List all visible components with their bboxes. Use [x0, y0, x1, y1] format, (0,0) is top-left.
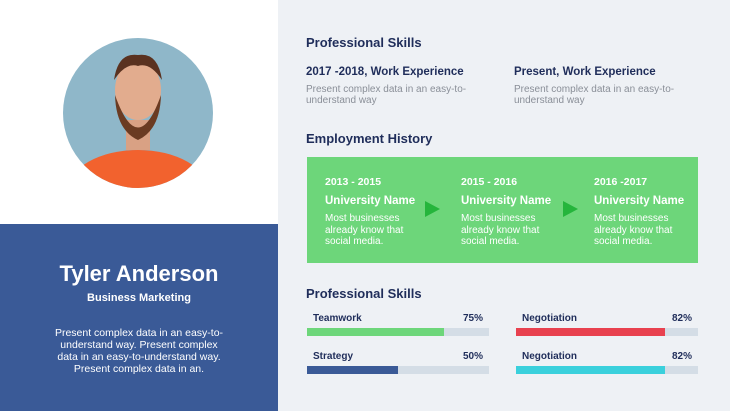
bar — [516, 366, 666, 374]
skill-label: 75% — [462, 313, 483, 324]
bar — [307, 366, 398, 374]
text: Present complex data in an easy-to-under… — [514, 84, 675, 106]
text: Most businesses already know that social… — [461, 213, 540, 247]
bar — [516, 328, 666, 336]
photo — [63, 38, 213, 188]
years: 2016 -2017 — [594, 176, 648, 188]
skill-name: Negotiation — [522, 351, 577, 362]
text: Most businesses already know that social… — [594, 213, 673, 247]
school: University Name — [461, 195, 552, 207]
heading: Present, Work Experience — [514, 66, 656, 78]
text: Present complex data in an easy-to-under… — [306, 84, 467, 106]
school: University Name — [325, 195, 416, 207]
photo-panel — [0, 0, 278, 224]
years: 2013 - 2015 — [325, 176, 382, 188]
skill-name: Strategy — [313, 351, 354, 362]
school: University Name — [594, 195, 685, 207]
role: Business Marketing — [87, 292, 191, 304]
text: Most businesses already know that social… — [325, 213, 404, 247]
bar-track — [516, 328, 698, 336]
section-title: Professional Skills — [306, 35, 422, 50]
arrows — [425, 201, 578, 217]
skill-name: Teamwork — [313, 313, 362, 324]
history-box — [307, 157, 698, 263]
heading: 2017 -2018, Work Experience — [306, 66, 464, 78]
section-title: Employment History — [306, 131, 433, 146]
skill-name: Negotiation — [522, 313, 577, 324]
name: Tyler Anderson — [59, 261, 219, 286]
years: 2015 - 2016 — [461, 176, 518, 188]
skill-label: 50% — [462, 351, 483, 362]
bar-track — [307, 366, 489, 374]
bar — [307, 328, 444, 336]
section-title: Professional Skills — [306, 286, 422, 301]
bar-track — [516, 366, 698, 374]
profile-panel: Tyler Anderson Business Marketing Presen… — [0, 224, 278, 411]
description: Present complex data in an easy-to-under… — [54, 327, 224, 375]
skill-label: 82% — [671, 351, 692, 362]
bar-track — [307, 328, 489, 336]
skill-label: 82% — [671, 313, 692, 324]
